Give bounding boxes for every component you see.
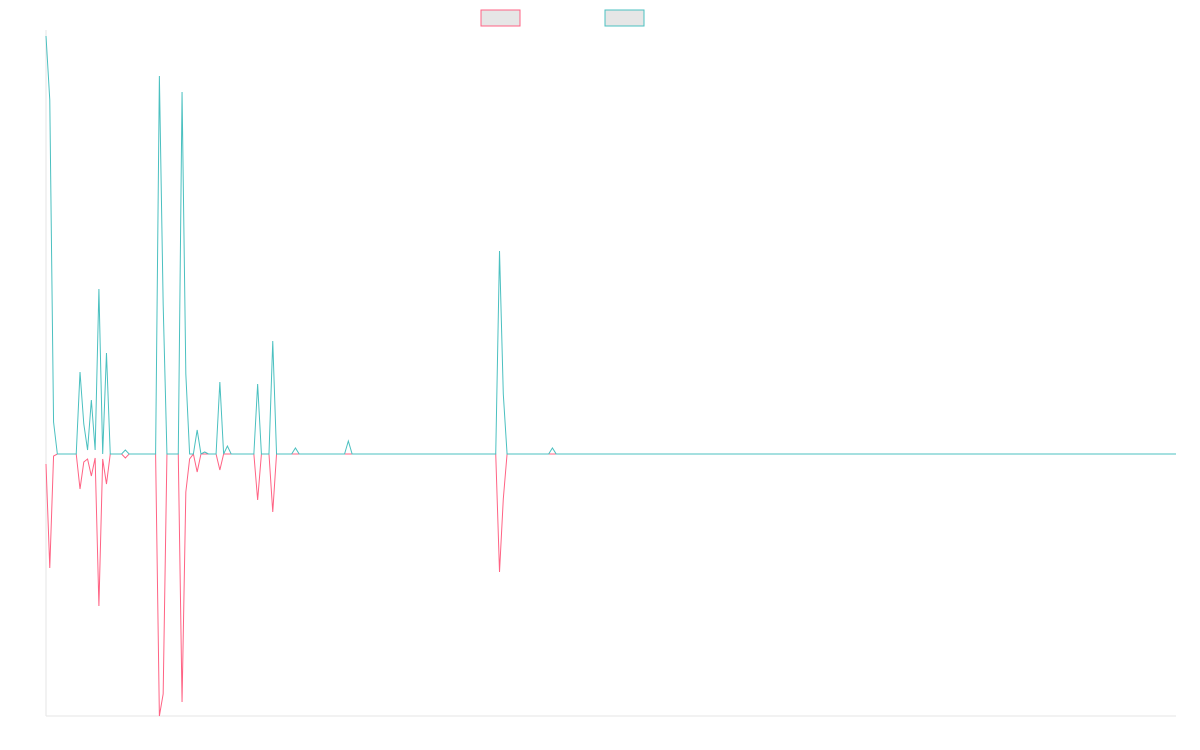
data-line: [45, 452, 1176, 717]
legend-swatch: [480, 9, 521, 27]
legend-swatch: [604, 9, 645, 27]
data-line: [45, 35, 1176, 455]
